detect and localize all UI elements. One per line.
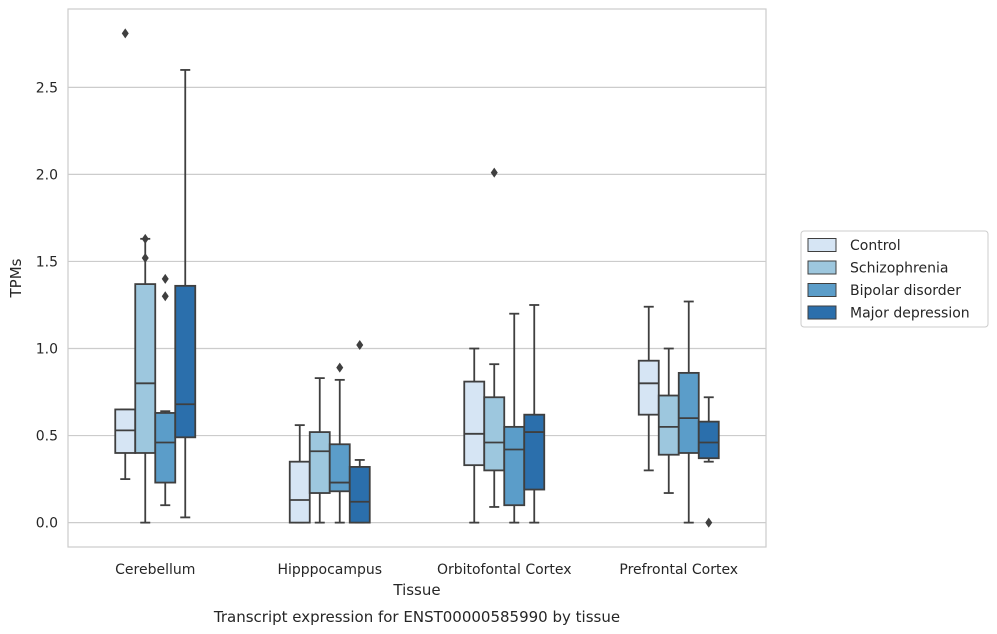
iqr-box (637, 359, 660, 416)
outlier-marker (141, 252, 149, 263)
y-tick-label: 2.5 (36, 80, 58, 96)
outlier-marker (141, 233, 149, 244)
iqr-box (174, 284, 197, 439)
iqr-box (308, 431, 331, 494)
iqr-box (288, 460, 311, 524)
box-schizophrenia (134, 233, 157, 524)
iqr-box (134, 283, 157, 454)
iqr-box (463, 380, 486, 467)
boxes (114, 28, 720, 528)
box-major-depression (174, 69, 197, 519)
outlier-marker (161, 291, 169, 302)
legend-label: Control (850, 238, 901, 254)
box-major-depression (523, 304, 546, 524)
iqr-box (677, 371, 700, 454)
outlier-marker (705, 517, 713, 528)
box-bipolar-disorder (677, 300, 700, 524)
box-control (637, 305, 660, 472)
box-schizophrenia (308, 377, 331, 524)
box-control (463, 347, 486, 524)
iqr-box (154, 412, 177, 484)
figure-caption: Transcript expression for ENST0000058599… (213, 608, 620, 626)
box-control (288, 424, 311, 524)
x-tick-label: Cerebellum (115, 562, 195, 578)
outlier-marker (121, 28, 129, 39)
legend-swatch (807, 238, 837, 252)
box-schizophrenia (657, 347, 680, 494)
box-schizophrenia (483, 167, 506, 508)
box-major-depression (697, 396, 720, 528)
box-control (114, 28, 137, 480)
iqr-box (697, 420, 720, 460)
plot-frame (67, 8, 767, 548)
legend: Control Schizophrenia Bipolar disorder Majo… (800, 230, 989, 328)
iqr-box (523, 413, 546, 491)
legend-frame (800, 230, 989, 328)
x-axis-label: Tissue (392, 581, 440, 599)
x-tick-labels: Cerebellum Hipppocampus Orbitofontal Corte… (115, 562, 738, 578)
iqr-box (503, 425, 526, 507)
box-bipolar-disorder (503, 312, 526, 524)
iqr-box (348, 466, 371, 524)
y-tick-labels: 0.0 0.5 1.0 1.5 2.0 2.5 (36, 80, 58, 531)
legend-swatch (807, 283, 837, 297)
x-tick-label: Prefrontal Cortex (619, 562, 738, 578)
legend-label: Major depression (850, 306, 970, 322)
iqr-box (328, 443, 351, 493)
legend-label: Bipolar disorder (850, 283, 961, 299)
y-tick-label: 1.5 (36, 254, 58, 270)
legend-swatch (807, 260, 837, 275)
legend-swatch (807, 305, 837, 320)
y-tick-label: 2.0 (36, 167, 58, 183)
y-tick-label: 1.0 (36, 342, 58, 358)
legend-label: Schizophrenia (850, 261, 948, 277)
y-tick-label: 0.0 (36, 516, 58, 532)
outlier-marker (356, 340, 364, 351)
x-tick-label: Orbitofontal Cortex (437, 562, 572, 578)
outlier-marker (336, 362, 344, 373)
y-axis-label: TPMs (7, 258, 25, 298)
box-major-depression (348, 340, 371, 524)
outlier-marker (490, 167, 498, 178)
outlier-marker (161, 273, 169, 284)
box-bipolar-disorder (154, 273, 177, 507)
iqr-box (657, 394, 680, 456)
y-tick-label: 0.5 (36, 429, 58, 445)
x-tick-label: Hipppocampus (277, 562, 382, 578)
box-bipolar-disorder (328, 362, 351, 524)
iqr-box (483, 396, 506, 472)
